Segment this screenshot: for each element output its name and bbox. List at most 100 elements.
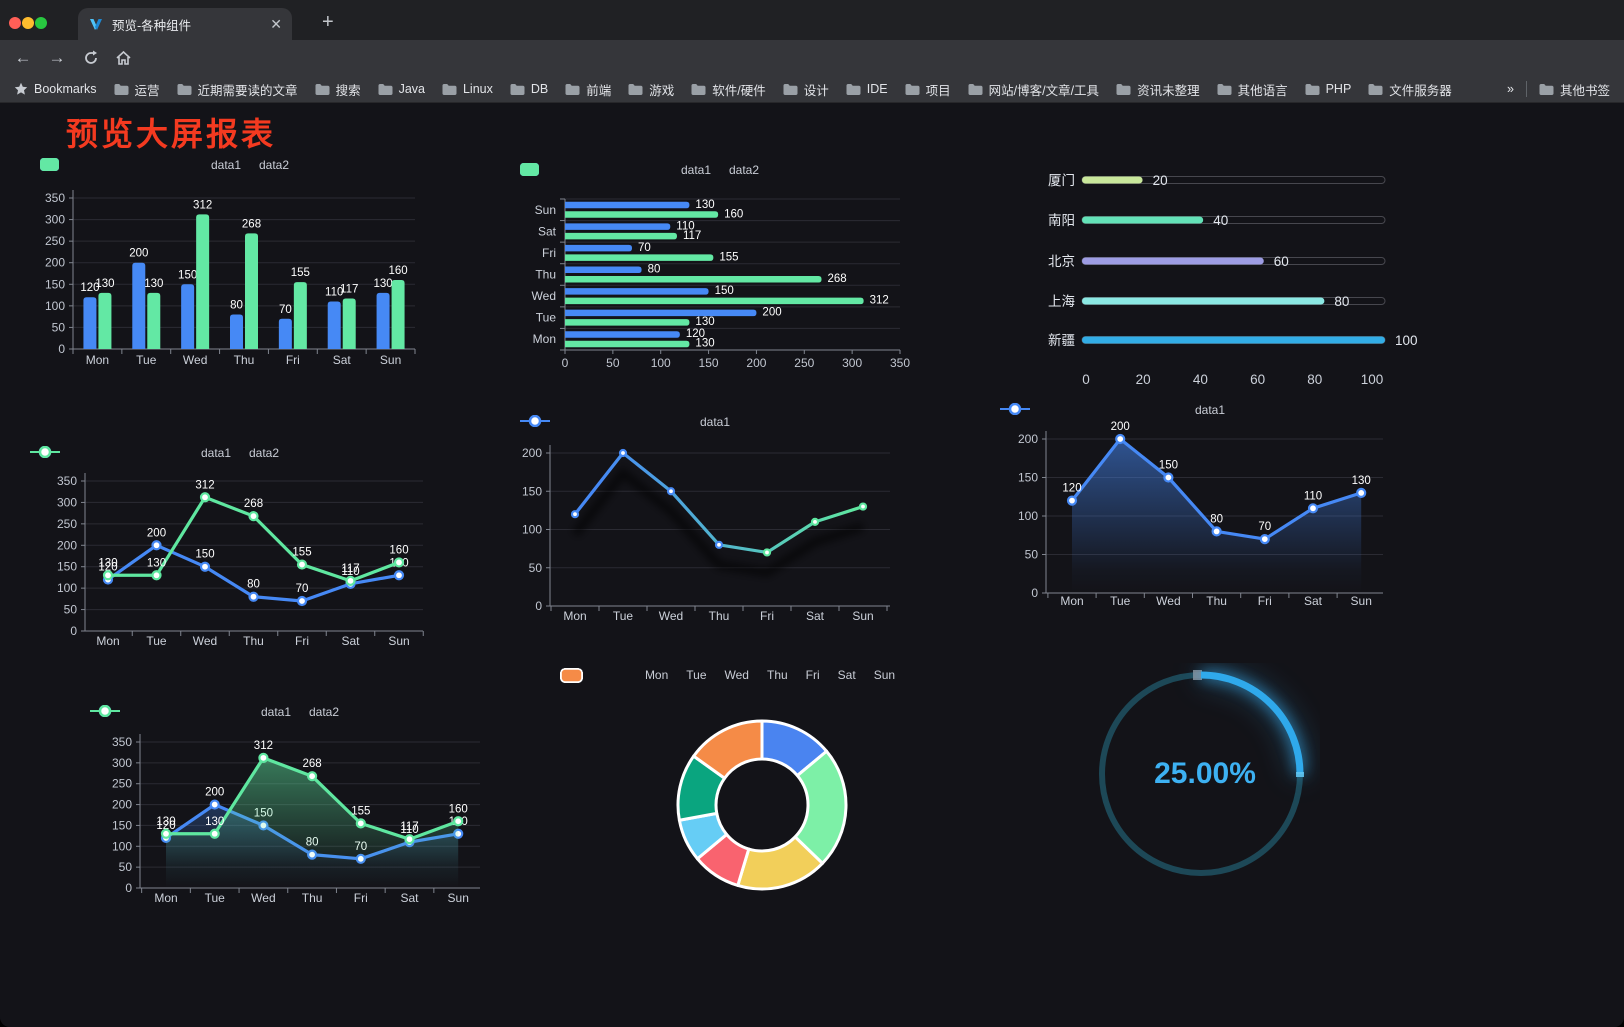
svg-text:160: 160 <box>724 208 743 220</box>
home-button[interactable] <box>112 47 134 69</box>
chart-grouped-bar[interactable]: data1 data2 0 50 100 150 200 250 300 350 Mon Tue Wed… <box>40 150 460 378</box>
svg-text:Tue: Tue <box>1110 594 1131 608</box>
legend-item[interactable]: Mon <box>560 668 668 683</box>
bookmark-folder-item[interactable]: 设计 <box>783 80 829 99</box>
bookmark-folder-item[interactable]: IDE <box>846 82 888 96</box>
legend-item[interactable]: Sat <box>560 668 856 683</box>
svg-text:150: 150 <box>45 277 65 291</box>
legend-item[interactable]: data1 <box>520 415 730 429</box>
folder-icon <box>442 83 457 95</box>
svg-text:20: 20 <box>1153 173 1168 188</box>
bookmark-folder-item[interactable]: 前端 <box>565 80 611 99</box>
forward-button[interactable]: → <box>48 48 66 67</box>
legend-item[interactable]: data2 <box>30 446 279 460</box>
tab-favicon <box>90 19 102 30</box>
legend-item[interactable]: Wed <box>560 668 749 683</box>
legend-item[interactable]: data1 <box>30 446 231 460</box>
legend-item[interactable]: Sun <box>560 668 895 683</box>
svg-text:60: 60 <box>1274 254 1289 269</box>
window-zoom-button[interactable] <box>35 17 47 29</box>
bookmark-folder-item[interactable]: 软件/硬件 <box>691 80 766 99</box>
toolbar: ← → 127.0.0.1:3000/#/chart/preview/9 9 ⌘ <box>0 40 1624 111</box>
window-minimize-button[interactable] <box>22 17 34 29</box>
chart-donut[interactable]: Mon Tue Wed Thu Fri Sat Sun <box>560 660 980 903</box>
legend-item[interactable]: data1 <box>1000 403 1226 417</box>
chart-line-two-series[interactable]: data1 data2 0 50 100 150 200 250 300 350 Mon Tue Wed… <box>30 440 450 660</box>
bookmark-folder-item[interactable]: 资讯未整理 <box>1116 80 1200 99</box>
other-bookmarks-item[interactable]: 其他书签 <box>1539 80 1610 99</box>
chart-progress-bars[interactable]: 厦门 20 南阳 40 北京 60 上海 80 新疆 100 0 20 40 60 80 100 <box>1000 160 1420 395</box>
svg-text:Fri: Fri <box>760 609 774 623</box>
chart-grouped-hbar[interactable]: data1 data2 0 50 100 150 200 250 300 350 Sun 130 160… <box>520 155 920 370</box>
svg-text:130: 130 <box>205 816 224 828</box>
bookmark-folder-item[interactable]: PHP <box>1305 82 1351 96</box>
svg-text:80: 80 <box>1210 513 1223 525</box>
svg-text:120: 120 <box>80 282 99 294</box>
bookmark-folder-item[interactable]: 文件服务器 <box>1368 80 1452 99</box>
bookmark-label: 前端 <box>586 83 612 98</box>
bookmark-folder-item[interactable]: 搜索 <box>315 80 361 99</box>
svg-text:100: 100 <box>1395 333 1418 348</box>
tab-close-icon[interactable]: ✕ <box>270 16 282 32</box>
new-tab-button[interactable]: + <box>322 11 334 33</box>
svg-text:150: 150 <box>522 484 542 498</box>
svg-text:新疆: 新疆 <box>1048 333 1075 348</box>
bookmark-folder-item[interactable]: 项目 <box>905 80 951 99</box>
svg-text:Sun: Sun <box>380 353 401 367</box>
bookmark-folder-item[interactable]: 其他语言 <box>1217 80 1288 99</box>
bookmark-folder-item[interactable]: 游戏 <box>628 80 674 99</box>
svg-text:0: 0 <box>562 356 569 370</box>
chart-area-single[interactable]: data1 0 50 100 150 200 Mon Tue Wed Thu Fri Sat Sun 12… <box>1000 395 1420 620</box>
reload-button[interactable] <box>80 47 102 69</box>
svg-text:0: 0 <box>1031 586 1038 600</box>
folder-icon <box>628 83 643 95</box>
chart-area-two-series[interactable]: data1 data2 0 50 100 150 200 250 300 350 Mon Tue Wed… <box>90 695 510 920</box>
folder-icon <box>315 83 330 95</box>
folder-icon <box>565 83 580 95</box>
svg-text:100: 100 <box>1361 372 1384 387</box>
chart-legend: data1 data2 <box>90 705 510 719</box>
svg-text:160: 160 <box>388 265 407 277</box>
svg-text:Fri: Fri <box>295 634 309 648</box>
svg-text:Sun: Sun <box>852 609 873 623</box>
legend-item[interactable]: data2 <box>90 705 339 719</box>
window-close-button[interactable] <box>9 17 21 29</box>
bookmark-folder-item[interactable]: 网站/博客/文章/工具 <box>968 80 1099 99</box>
legend-item[interactable]: Tue <box>560 668 707 683</box>
folder-icon <box>968 83 983 95</box>
legend-label: Wed <box>724 668 749 682</box>
back-button[interactable]: ← <box>14 48 32 67</box>
svg-text:268: 268 <box>242 218 261 230</box>
legend-item[interactable]: Thu <box>560 668 788 683</box>
chart-line-gradient[interactable]: data1 0 50 100 150 200 Mon Tue Wed Thu Fri Sat Sun <box>520 405 910 633</box>
legend-item[interactable]: data1 <box>520 163 711 177</box>
legend-label: data1 <box>1194 403 1226 417</box>
legend-item[interactable]: data2 <box>40 158 289 172</box>
legend-label: data1 <box>210 158 241 172</box>
svg-text:Fri: Fri <box>542 246 556 260</box>
bookmark-folder-item[interactable]: 近期需要读的文章 <box>177 80 298 99</box>
svg-text:130: 130 <box>144 278 163 290</box>
bookmark-folder-item[interactable]: 运营 <box>114 80 160 99</box>
svg-text:Wed: Wed <box>183 353 207 367</box>
svg-text:70: 70 <box>279 304 292 316</box>
legend-item[interactable]: Fri <box>560 668 820 683</box>
chart-gauge[interactable]: 25.00% <box>1090 663 1320 893</box>
bookmarks-root-item[interactable]: Bookmarks <box>14 82 97 96</box>
legend-label: Tue <box>686 668 707 682</box>
svg-text:0: 0 <box>125 881 132 895</box>
page-title: 预览大屏报表 <box>66 116 277 152</box>
bookmark-label: 其他书签 <box>1559 83 1610 98</box>
bookmark-folder-item[interactable]: Linux <box>442 82 493 96</box>
legend-item[interactable]: data1 <box>90 705 291 719</box>
svg-text:130: 130 <box>695 316 714 328</box>
browser-tab[interactable]: 预览-各种组件 ✕ <box>78 8 292 40</box>
bookmark-folder-item[interactable]: DB <box>510 82 548 96</box>
legend-item[interactable]: data2 <box>520 163 759 177</box>
legend-item[interactable]: data1 <box>40 158 241 172</box>
svg-text:100: 100 <box>1018 509 1038 523</box>
svg-text:130: 130 <box>95 278 114 290</box>
bookmarks-overflow-chevron[interactable]: » <box>1507 82 1514 96</box>
bookmark-folder-item[interactable]: Java <box>378 82 425 96</box>
svg-text:117: 117 <box>400 821 418 833</box>
